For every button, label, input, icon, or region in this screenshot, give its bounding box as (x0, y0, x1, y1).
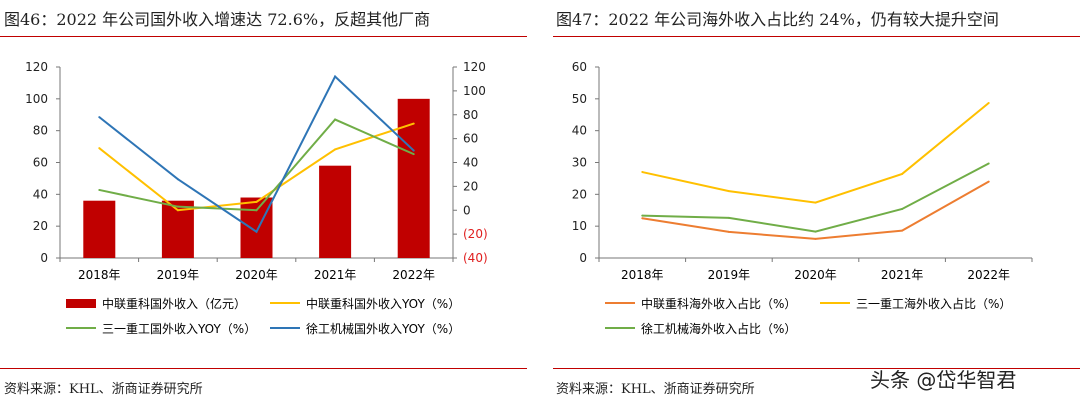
line-series-3-point (98, 116, 101, 119)
line-series-3-point (176, 178, 179, 181)
left-chart-x-tick-label: 2018年 (78, 268, 121, 282)
left-y-tick-label: 80 (33, 124, 48, 138)
right-line-series-1-point (727, 190, 730, 193)
right-chart-title: 图47：2022 年公司海外收入占比约 24%，仍有较大提升空间 (556, 10, 999, 29)
left-source-note: 资料来源：KHL、浙商证券研究所 (4, 382, 203, 397)
left-y-tick-label: 40 (33, 187, 48, 201)
right-chart-y-tick-label: 50 (572, 92, 587, 106)
right-line-series-1-point (987, 101, 990, 104)
left-footer-divider (0, 368, 527, 369)
right-y-tick-label: 0 (463, 203, 471, 217)
left-y-tick-label: 20 (33, 219, 48, 233)
right-source-note: 资料来源：KHL、浙商证券研究所 (556, 382, 755, 397)
right-title-divider (553, 36, 1080, 37)
line-series-2-point (255, 209, 258, 212)
right-chart-y-tick-label: 20 (572, 187, 587, 201)
left-y-tick-label: 120 (25, 60, 48, 74)
right-chart-y-tick-label: 40 (572, 124, 587, 138)
left-legend-item-1-label: 中联重科国外收入YOY（%） (306, 296, 460, 311)
left-y-tick-label: 0 (40, 251, 48, 265)
right-line-series-2-point (814, 230, 817, 233)
line-series-1 (98, 122, 415, 212)
right-line-series-0-point (901, 229, 904, 232)
left-chart-x-tick-label: 2022年 (392, 268, 435, 282)
line-series-2-point (412, 153, 415, 156)
right-chart-x-tick-label: 2020年 (794, 268, 837, 282)
line-series-2-point (334, 118, 337, 121)
right-y-tick-label: 120 (463, 60, 486, 74)
left-legend-item-0-swatch (66, 299, 96, 308)
right-chart-y-tick-label: 0 (579, 251, 587, 265)
line-series-3-point (255, 230, 258, 233)
line-series-1-point (98, 147, 101, 150)
right-line-series-2-point (987, 162, 990, 165)
bar-zoomlion-overseas-revenue (240, 197, 273, 258)
right-line-series-1 (642, 102, 990, 204)
left-chart-x-tick-label: 2020年 (235, 268, 278, 282)
right-y-tick-label: (40) (463, 251, 488, 265)
right-line-series-2-point (901, 207, 904, 210)
line-series-2-point (98, 188, 101, 191)
watermark: 头条 @岱华智君 (870, 368, 1017, 392)
right-line-series-0-point (987, 180, 990, 183)
right-line-series-1-point (814, 201, 817, 204)
left-chart-x-tick-label: 2019年 (157, 268, 200, 282)
left-chart-title: 图46：2022 年公司国外收入增速达 72.6%，反超其他厂商 (4, 10, 431, 29)
line-series-3-point (334, 75, 337, 78)
right-line-series-0-point (641, 217, 644, 220)
line-series-1-point (334, 148, 337, 151)
line-series-1-point (176, 209, 179, 212)
right-line-series-2-point (641, 214, 644, 217)
bar-zoomlion-overseas-revenue (83, 200, 116, 258)
right-y-tick-label: 40 (463, 156, 478, 170)
right-y-tick-label: 60 (463, 132, 478, 146)
right-line-series-0-point (814, 237, 817, 240)
right-y-tick-label: (20) (463, 227, 488, 241)
right-legend-item-2-label: 徐工机械海外收入占比（%） (641, 321, 796, 336)
right-line-series-2-point (727, 216, 730, 219)
left-legend-item-2-label: 三一重工国外收入YOY（%） (102, 322, 256, 336)
right-footer-divider (553, 368, 1080, 369)
bar-zoomlion-overseas-revenue (397, 98, 430, 258)
right-line-series-1-point (901, 172, 904, 175)
right-chart-x-tick-label: 2022年 (967, 268, 1010, 282)
right-line-series-1-point (641, 171, 644, 174)
right-legend-item-0-label: 中联重科海外收入占比（%） (641, 296, 796, 311)
left-y-tick-label: 100 (25, 92, 48, 106)
right-line-series-2 (642, 162, 990, 233)
bar-zoomlion-overseas-revenue (319, 165, 352, 258)
right-chart-y-tick-label: 60 (572, 60, 587, 74)
right-chart-x-tick-label: 2019年 (708, 268, 751, 282)
line-series-1-point (255, 200, 258, 203)
right-chart-x-tick-label: 2021年 (881, 268, 924, 282)
right-legend-item-1-label: 三一重工海外收入占比（%） (856, 296, 1011, 311)
line-series-2 (99, 118, 415, 212)
right-chart-y-tick-label: 30 (572, 156, 587, 170)
line-series-1-point (412, 122, 415, 125)
right-chart-x-tick-label: 2018年 (621, 268, 664, 282)
left-legend-item-3-label: 徐工机械国外收入YOY（%） (306, 321, 460, 336)
right-y-tick-label: 100 (463, 84, 486, 98)
right-chart-y-tick-label: 10 (572, 219, 587, 233)
left-y-tick-label: 60 (33, 156, 48, 170)
line-series-2-point (176, 205, 179, 208)
line-series-3-point (412, 149, 415, 152)
left-chart-x-tick-label: 2021年 (314, 268, 357, 282)
right-y-tick-label: 20 (463, 179, 478, 193)
left-legend-item-0-label: 中联重科国外收入（亿元） (102, 296, 246, 311)
right-y-tick-label: 80 (463, 108, 478, 122)
right-line-series-0-point (727, 230, 730, 233)
left-title-divider (0, 36, 527, 37)
